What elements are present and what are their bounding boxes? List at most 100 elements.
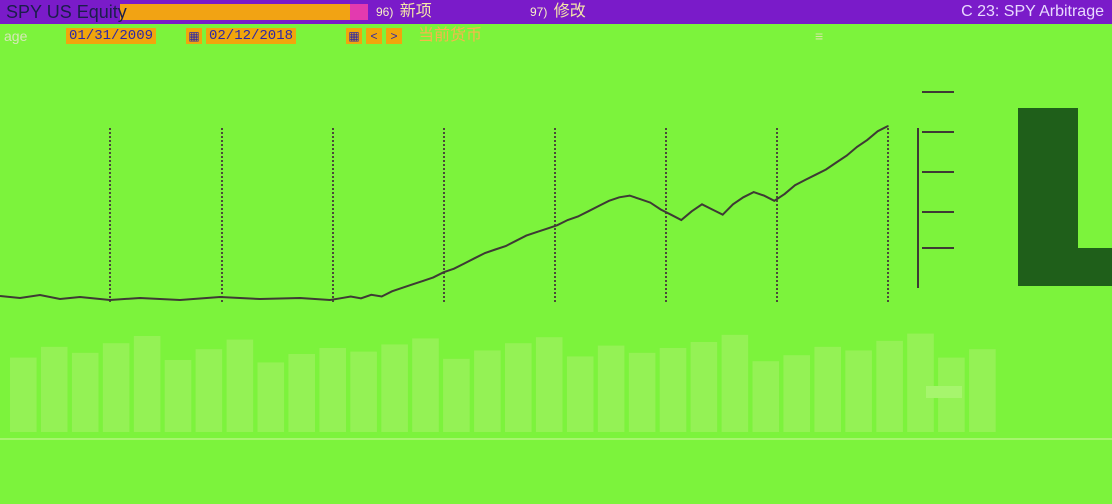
price-point (442, 271, 445, 273)
bottom-bar (535, 337, 563, 432)
menu-label: 修改 (553, 3, 586, 20)
price-point (618, 196, 621, 199)
calendar-icon[interactable]: ▦ (186, 28, 202, 44)
bottom-bar (969, 349, 996, 432)
price-point (577, 215, 579, 218)
menu-icon[interactable]: ≡ (815, 28, 824, 44)
bottom-panel (0, 302, 1112, 499)
price-point (525, 234, 528, 237)
menu-edit[interactable]: 97) 修改 (530, 2, 586, 22)
price-point (845, 154, 848, 157)
bottom-bar (412, 338, 439, 432)
price-point (887, 125, 889, 127)
bottom-bar (195, 349, 223, 432)
bottom-bar (40, 346, 68, 432)
price-point (690, 210, 693, 213)
chart-area (0, 48, 1112, 499)
price-point (773, 200, 776, 202)
price-point (835, 161, 838, 164)
bottom-bar (505, 343, 532, 432)
price-point (370, 294, 373, 296)
bottom-bar (597, 345, 625, 432)
chevron-right-icon[interactable]: > (386, 28, 402, 44)
bottom-bar (814, 346, 841, 432)
menu-new-item[interactable]: 96) 新项 (376, 2, 432, 22)
bottom-bar (288, 354, 315, 432)
range-label: age (4, 28, 28, 44)
right-panel-tail (1018, 248, 1112, 286)
price-point (721, 213, 724, 216)
bottom-bar (566, 356, 594, 432)
legend-box (926, 386, 962, 398)
right-panel (898, 72, 1112, 300)
price-point (432, 276, 435, 279)
price-point (701, 203, 703, 206)
calendar-icon[interactable]: ▦ (346, 28, 362, 44)
price-line-baseline (0, 293, 331, 302)
price-point (380, 295, 383, 298)
bottom-bar (102, 343, 130, 432)
price-point (639, 198, 641, 200)
price-point (504, 245, 507, 247)
price-point (608, 200, 610, 202)
bottom-bar (164, 360, 192, 432)
bottom-bar (474, 350, 501, 432)
price-point (422, 280, 424, 282)
price-point (484, 252, 486, 254)
price-point (597, 205, 600, 207)
price-point (473, 257, 476, 259)
price-point (670, 213, 672, 216)
price-point (742, 196, 745, 199)
price-point (349, 295, 352, 298)
bottom-bar (10, 357, 37, 432)
price-point (628, 194, 631, 197)
bottom-bar (659, 348, 687, 432)
price-point (814, 173, 817, 176)
price-chart (0, 125, 919, 303)
currency-selector[interactable]: 当前货币 (418, 27, 483, 44)
bottom-bar (845, 350, 872, 432)
window-title: C 23: SPY Arbitrage (961, 3, 1104, 20)
bottom-bar (71, 352, 99, 432)
price-point (546, 227, 548, 230)
bottom-bar (721, 334, 749, 432)
chevron-left-icon[interactable]: < (366, 28, 382, 44)
bottom-bar (752, 361, 780, 432)
price-point (535, 231, 538, 233)
price-point (515, 240, 517, 242)
price-point (339, 297, 342, 300)
price-point (391, 290, 393, 293)
price-point (752, 191, 755, 193)
price-point (783, 193, 786, 195)
bottom-bar (226, 339, 254, 432)
price-point (329, 299, 331, 301)
title-tag (350, 4, 368, 20)
ticker-label: SPY US Equity (6, 2, 127, 22)
bottom-bar (783, 355, 810, 432)
bottom-bar (257, 362, 285, 432)
price-line (329, 125, 889, 301)
price-point (680, 219, 683, 221)
bottom-bar (907, 333, 934, 432)
price-point (587, 210, 590, 213)
bottom-bar (690, 342, 718, 432)
right-mini-chart (922, 91, 1112, 286)
end-date-input[interactable]: 02/12/2018 (206, 28, 297, 44)
title-highlight (120, 4, 350, 20)
price-point (649, 201, 652, 204)
price-point (763, 194, 765, 197)
price-point (401, 287, 404, 289)
bottom-bar (443, 358, 470, 432)
price-point (876, 130, 879, 132)
price-point (732, 203, 734, 206)
bottom-chart (10, 333, 996, 432)
bottom-bar (319, 348, 346, 432)
price-point (360, 297, 362, 300)
toolbar: age 01/31/2009 ▦ 02/12/2018 ▦ < > 当前货币 ≡ (0, 24, 1112, 48)
price-point (659, 208, 662, 211)
bottom-bar (628, 352, 656, 432)
price-point (453, 267, 455, 270)
start-date-input[interactable]: 01/31/2009 (66, 28, 157, 44)
price-point (494, 248, 497, 251)
separator-line (0, 438, 1112, 440)
